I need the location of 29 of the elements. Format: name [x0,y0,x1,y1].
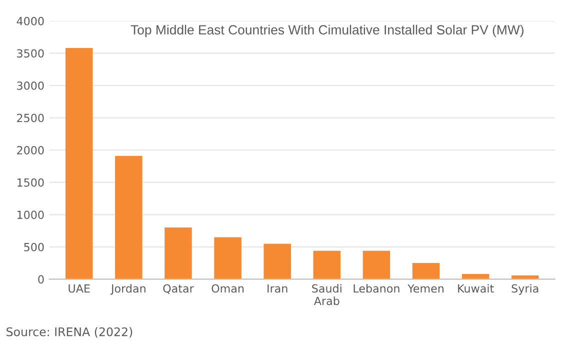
bar [115,156,142,280]
x-tick-label: Yemen [408,284,444,293]
bar [264,244,291,280]
y-tick-label: 4000 [16,16,44,26]
x-tick-label: Oman [212,284,244,293]
y-tick-label: 2000 [17,146,44,154]
y-tick-label: 500 [24,242,44,252]
source-note: Source: IRENA (2022) [6,327,132,338]
y-tick-label: 1500 [17,178,44,187]
x-tick-label: Qatar [163,284,194,294]
y-tick-label: 3500 [17,49,44,58]
x-tick-label: Jordan [110,284,146,295]
x-tick-label: Saudi Arab [312,284,342,306]
bar [412,263,440,280]
bar [313,250,341,280]
bar [214,237,242,280]
y-tick-label: 1000 [17,210,44,220]
y-tick-label: 3000 [17,81,44,90]
bar [362,250,390,280]
x-tick-label: Lebanon [354,284,400,293]
bar [65,48,93,280]
y-tick-label: 0 [38,275,44,284]
x-tick-label: Kuwait [458,284,494,293]
x-tick-label: UAE [68,284,90,293]
bar [164,228,192,280]
y-tick-label: 2500 [17,114,44,122]
x-tick-label: Iran [268,284,288,293]
chart-title: Top Middle East Countries With Cimulative Installed Solar PV (MW) [130,24,524,38]
x-tick-label: Syria [512,284,538,295]
